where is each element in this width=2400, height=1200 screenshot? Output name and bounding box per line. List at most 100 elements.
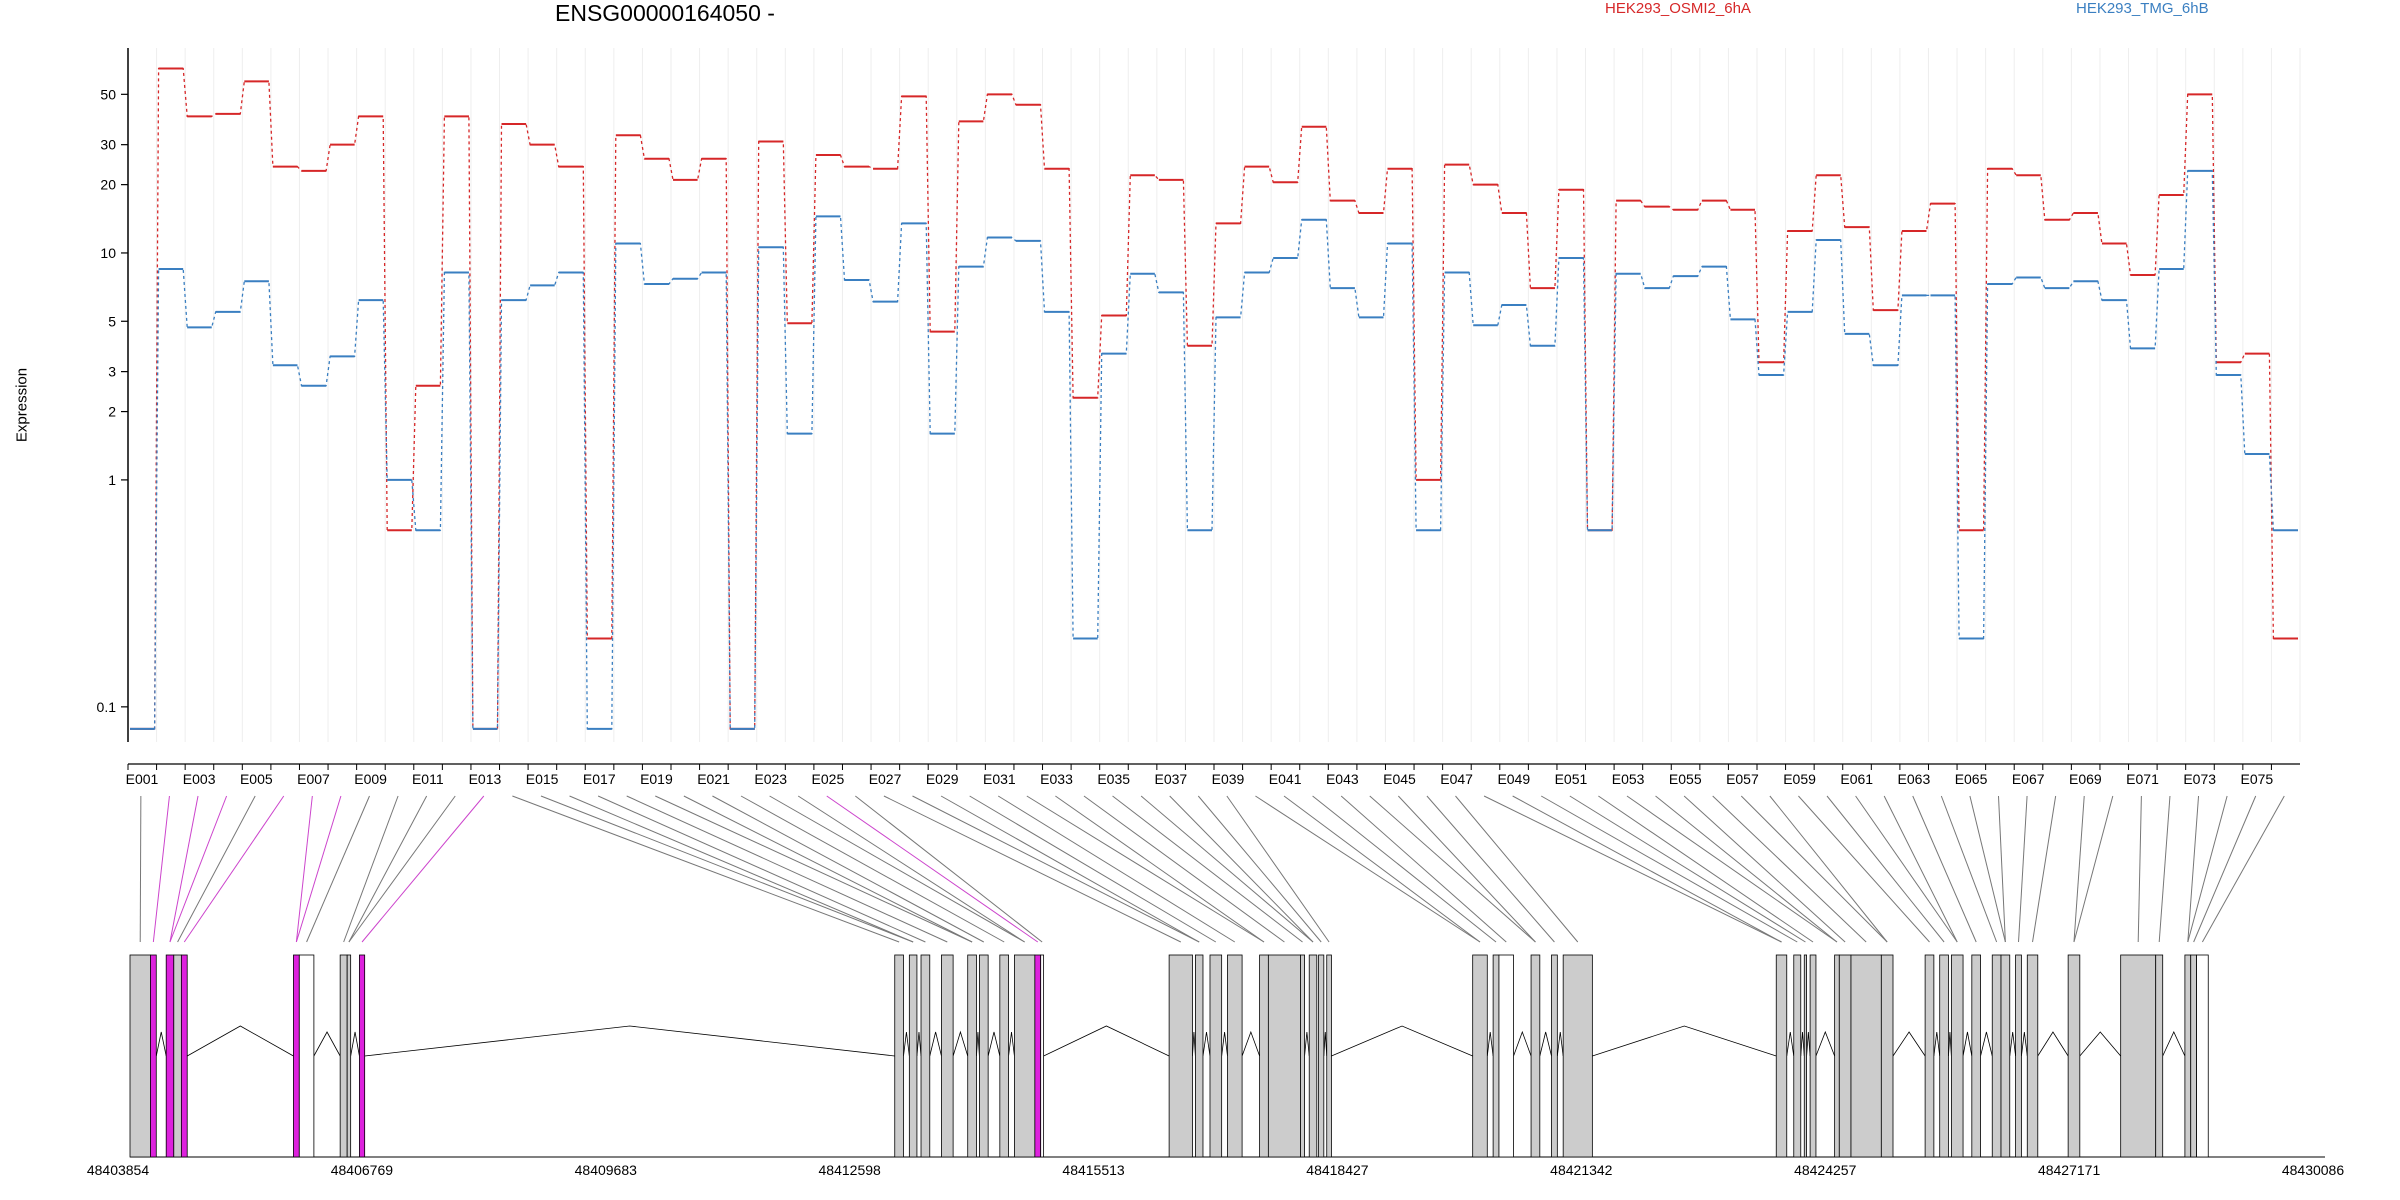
exon-connector (2032, 795, 2057, 943)
exon-connector (683, 795, 973, 943)
x-tick-label: E033 (1040, 771, 1073, 787)
genome-coordinate-label: 48403854 (87, 1162, 150, 1178)
intron-line (1008, 1031, 1015, 1057)
exon-block (1803, 954, 1808, 1158)
intron-line (1486, 1031, 1494, 1057)
exon-connector (1912, 795, 1977, 943)
exon-connector (1598, 795, 1814, 943)
intron-line (1933, 1031, 1941, 1057)
exon-connector (540, 795, 914, 943)
exon-block (1880, 954, 1894, 1158)
legend-series-2: HEK293_TMG_6hB (2076, 0, 2209, 17)
exon-connector (1969, 795, 2006, 943)
x-tick-label: E009 (354, 771, 387, 787)
exon-connector (1197, 795, 1322, 943)
x-tick-label: E065 (1955, 771, 1988, 787)
exon-block (298, 954, 315, 1158)
exon-block (920, 954, 931, 1158)
exon-block (359, 954, 366, 1158)
genome-coordinate-label: 48418427 (1306, 1162, 1369, 1178)
exon-connector (2187, 795, 2228, 943)
exon-connector (361, 795, 485, 943)
intron-line (1192, 1031, 1196, 1057)
y-tick-label: 20 (100, 177, 116, 193)
exon-block (999, 954, 1009, 1158)
intron-line (1980, 1031, 1993, 1057)
exon-block (165, 954, 175, 1158)
intron-line (1202, 1031, 1211, 1057)
intron-line (916, 1031, 922, 1057)
exon-block (2155, 954, 2164, 1158)
x-tick-label: E017 (583, 771, 616, 787)
intron-line (1539, 1031, 1552, 1057)
exon-block (967, 954, 977, 1158)
intron-line (1221, 1031, 1228, 1057)
axes: 0.1 1 2 3 5 10 20 30 50 E001 E003 E005 E007 E009 E011 E… (97, 48, 2300, 787)
exon-block (346, 954, 352, 1158)
exon-block (2015, 954, 2022, 1158)
exon-connector (343, 795, 399, 943)
intron-line (2079, 1031, 2121, 1057)
exon-block (150, 954, 157, 1158)
exon-connector (1512, 795, 1782, 943)
intron-line (1948, 1031, 1952, 1057)
exon-block (293, 954, 300, 1158)
x-tick-label: E031 (983, 771, 1016, 787)
x-tick-label: E059 (1783, 771, 1816, 787)
exon-connector (295, 795, 313, 943)
intron-line (364, 1025, 895, 1057)
exon-connector (769, 795, 1025, 943)
exon-block (978, 954, 989, 1158)
exon-connector (1455, 795, 1579, 943)
exon-connector (969, 795, 1217, 943)
x-tick-label: E057 (1726, 771, 1759, 787)
exon-connector (1655, 795, 1838, 943)
exon-connector (2073, 795, 2085, 943)
x-tick-label: E053 (1612, 771, 1645, 787)
legend-series-1: HEK293_OSMI2_6hA (1605, 0, 1751, 17)
series-lines (130, 67, 2298, 730)
intron-line (1806, 1031, 1811, 1057)
exon-connector (855, 795, 1043, 943)
exon-connector (183, 795, 285, 943)
exon-block (1326, 954, 1332, 1158)
x-tick-label: E051 (1555, 771, 1588, 787)
x-tick-label: E013 (469, 771, 502, 787)
intron-line (1815, 1030, 1836, 1057)
exon-connector (2018, 795, 2028, 943)
y-tick-label: 50 (100, 86, 116, 102)
exon-connector (1255, 795, 1481, 943)
exon-block (339, 954, 348, 1158)
exon-block (2000, 954, 2011, 1158)
intron-line (1043, 1025, 1170, 1057)
exon-connector (169, 795, 199, 943)
y-tick-label: 3 (108, 364, 116, 380)
intron-line (1892, 1031, 1926, 1057)
intron-line (155, 1031, 167, 1057)
genome-coordinate-label: 48415513 (1062, 1162, 1125, 1178)
y-tick-label: 5 (108, 313, 116, 329)
x-tick-label: E055 (1669, 771, 1702, 787)
exon-block (1168, 954, 1193, 1158)
exon-block (173, 954, 182, 1158)
exon-block (1014, 954, 1036, 1158)
exon-block (1834, 954, 1840, 1158)
exon-connector (1740, 795, 1888, 943)
genome-coordinate-label: 48412598 (819, 1162, 882, 1178)
exon-block (1924, 954, 1935, 1158)
exon-connector (2193, 795, 2257, 943)
x-tick-label: E007 (297, 771, 330, 787)
exon-connector (997, 795, 1236, 943)
exon-connector (152, 795, 170, 943)
exon-block (1809, 954, 1817, 1158)
exon-connector (2201, 795, 2285, 943)
genome-coordinate-label: 48421342 (1550, 1162, 1613, 1178)
gene-model: 48403854 48406769 48409683 48412598 48415513… (87, 954, 2344, 1178)
exon-connector (1798, 795, 1930, 943)
genome-coordinate-label: 48406769 (331, 1162, 394, 1178)
x-tick-label: E029 (926, 771, 959, 787)
exon-connector (1540, 795, 1798, 943)
intron-line (1323, 1031, 1328, 1057)
intron-line (976, 1031, 980, 1057)
